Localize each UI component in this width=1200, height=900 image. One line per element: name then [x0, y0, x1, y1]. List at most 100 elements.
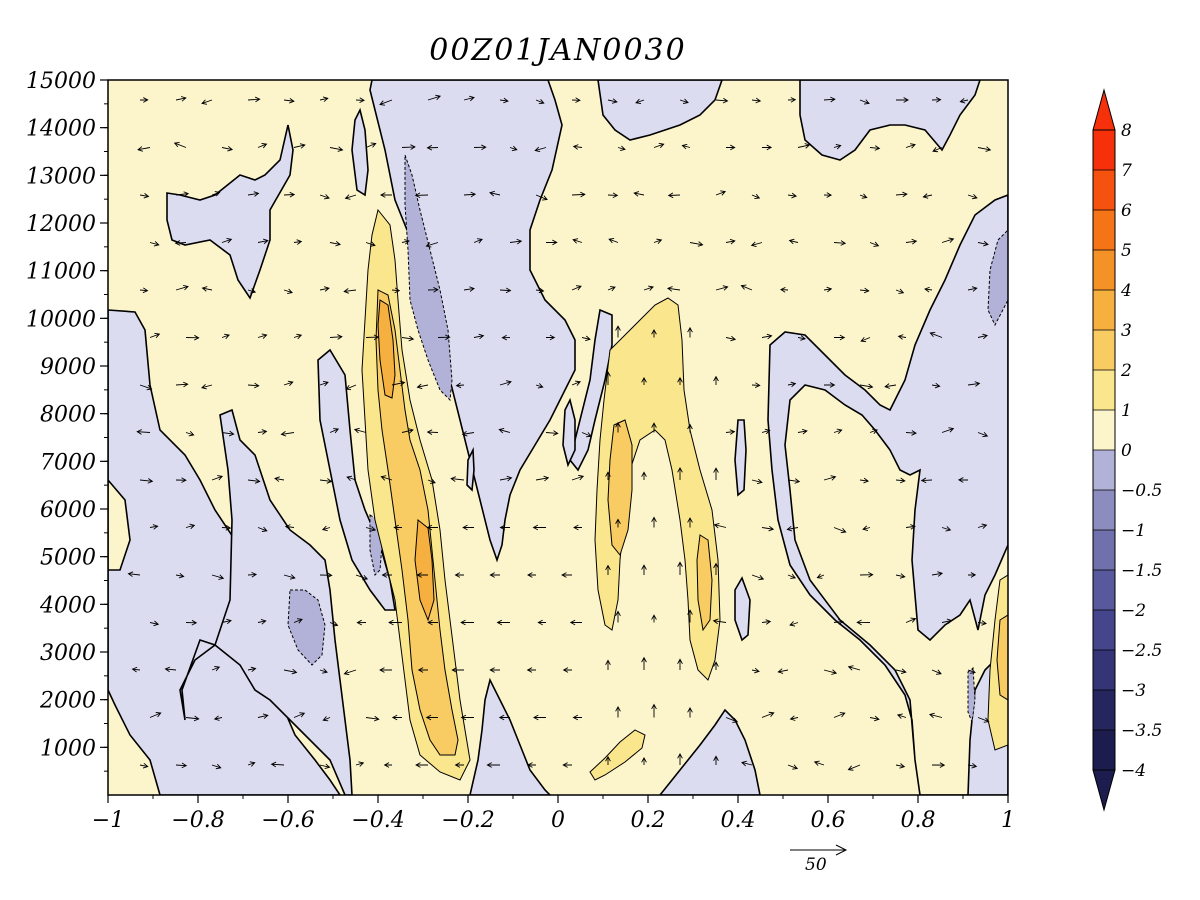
- wind-vector-arrow: [687, 517, 693, 528]
- wind-vector-arrow: [427, 287, 439, 293]
- colorbar-label: −3.5: [1121, 721, 1162, 741]
- wind-vector-arrow: [651, 516, 657, 528]
- colorbar-label: 7: [1121, 161, 1132, 181]
- wind-vector-arrow: [247, 288, 257, 294]
- wind-vector-arrow: [977, 620, 987, 626]
- wind-vector-arrow: [319, 194, 330, 200]
- wind-vector-arrow: [463, 286, 475, 292]
- negative-region-minus-0-5-left: [287, 589, 326, 666]
- wind-vector-arrow: [343, 669, 357, 676]
- wind-vector-arrow: [967, 194, 978, 200]
- wind-vector-arrow: [175, 477, 187, 483]
- wind-vector-arrow: [859, 193, 868, 199]
- wind-vector-arrow: [833, 527, 847, 534]
- wind-vector-arrow: [789, 715, 799, 721]
- wind-vector-arrow: [605, 659, 611, 670]
- wind-vector-arrow: [797, 143, 811, 149]
- wind-vector-arrow: [787, 97, 797, 103]
- y-axis: 1000 2000 3000 4000 5000 6000 7000 8000 9000 1000…: [26, 69, 108, 772]
- colorbar-segment: [1093, 170, 1115, 210]
- wind-vector-arrow: [257, 619, 267, 625]
- wind-vector-arrow: [823, 96, 836, 103]
- wind-vector-arrow: [751, 574, 765, 581]
- wind-vector-arrow: [175, 191, 190, 197]
- wind-vector-arrow: [293, 712, 306, 718]
- colorbar-label: 5: [1121, 241, 1132, 261]
- wind-vector-arrow: [653, 238, 663, 244]
- wind-vector-arrow: [681, 143, 691, 150]
- wind-vector-arrow: [355, 574, 369, 581]
- wind-vector-arrow: [462, 524, 474, 531]
- wind-vector-arrow: [201, 383, 213, 390]
- wind-vector-arrow: [454, 762, 464, 768]
- negative-region-center-mid: [569, 308, 613, 472]
- wind-vector-arrow: [499, 475, 513, 482]
- colorbar-segment: [1093, 130, 1115, 170]
- wind-vector-arrow: [417, 667, 428, 673]
- x-tick-label: −0.6: [261, 808, 314, 833]
- wind-vector-arrow: [322, 716, 331, 722]
- colorbar-segment: [1093, 490, 1115, 530]
- wind-vector-arrow: [473, 333, 485, 340]
- vector-reference-arrowhead: [835, 844, 848, 856]
- wind-vector-arrow: [139, 478, 154, 484]
- wind-vector-arrow: [537, 619, 546, 626]
- wind-vector-arrow: [856, 619, 871, 626]
- wind-vector-arrow: [786, 525, 799, 532]
- wind-vector-arrow: [139, 97, 149, 103]
- wind-vector-arrow: [175, 381, 189, 388]
- wind-vector-arrow: [895, 573, 906, 579]
- wind-vector-arrow: [534, 146, 547, 153]
- wind-vector-arrow: [247, 382, 260, 389]
- wind-vector-arrow: [427, 94, 442, 101]
- colorbar-segment: [1093, 450, 1115, 490]
- wind-vector-arrow: [353, 427, 367, 434]
- wind-vector-arrow: [526, 667, 536, 673]
- wind-vector-arrow: [571, 474, 585, 481]
- y-tick-label: 8000: [40, 403, 96, 428]
- wind-vector-arrow: [489, 572, 500, 578]
- wind-vector-arrow: [651, 422, 657, 433]
- negative-level-minus-0-5: [287, 154, 1008, 724]
- wind-vector-arrow: [393, 524, 402, 531]
- wind-vector-arrow: [897, 334, 907, 340]
- wind-vector-arrow: [164, 666, 177, 673]
- colorbar-extend-low: [1092, 769, 1116, 812]
- wind-vector-arrow: [437, 334, 451, 341]
- wind-vector-arrow: [473, 144, 487, 151]
- wind-vector-arrow: [545, 430, 559, 436]
- wind-vector-arrow: [641, 564, 647, 575]
- chart-title: 00Z01JAN0030: [429, 33, 686, 68]
- wind-vector-arrow: [641, 757, 647, 765]
- wind-vector-arrow: [635, 98, 645, 105]
- wind-vector-arrow: [641, 376, 647, 385]
- wind-vector-arrow: [284, 524, 295, 530]
- wind-vector-arrow: [221, 618, 232, 625]
- wind-vector-arrow: [677, 658, 683, 670]
- wind-vector-arrow: [895, 191, 908, 198]
- wind-vector-arrow: [283, 574, 296, 580]
- wind-vector-arrow: [561, 572, 572, 578]
- wind-vector-arrow: [221, 430, 235, 437]
- x-tick-label: 0: [551, 808, 565, 833]
- x-tick-label: −0.2: [441, 808, 494, 833]
- wind-vector-arrow: [451, 667, 464, 673]
- wind-vector-arrow: [329, 428, 340, 434]
- wind-vector-arrow: [615, 518, 621, 528]
- wind-vector-arrow: [463, 95, 475, 102]
- wind-vector-arrow: [211, 574, 225, 580]
- wind-vector-arrow: [139, 762, 149, 769]
- wind-vector-arrow: [931, 762, 946, 768]
- wind-vector-arrow: [569, 619, 582, 626]
- wind-vector-arrow: [977, 146, 992, 152]
- wind-vector-arrow: [321, 525, 331, 532]
- wind-vector-arrow: [401, 335, 415, 342]
- wind-vector-arrow: [473, 238, 483, 244]
- wind-vector-arrow: [562, 667, 572, 673]
- wind-vector-arrow: [905, 143, 916, 149]
- wind-vector-arrow: [401, 144, 416, 150]
- x-tick-label: 1: [1001, 808, 1015, 833]
- wind-vector-arrow: [383, 762, 392, 768]
- wind-vector-arrow: [414, 192, 429, 199]
- wind-vector-arrow: [869, 428, 879, 434]
